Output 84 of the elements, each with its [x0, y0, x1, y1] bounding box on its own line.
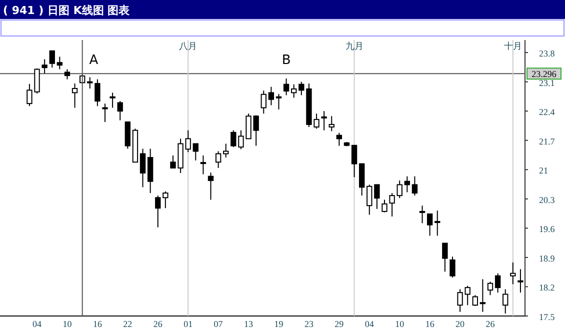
- x-tick-label: 16: [425, 319, 435, 329]
- candlestick: [155, 195, 161, 228]
- candlestick: [404, 176, 410, 193]
- candlestick: [283, 78, 290, 96]
- candlestick: [268, 86, 274, 106]
- x-tick-label: 26: [153, 319, 163, 329]
- x-tick-label: 13: [244, 319, 254, 329]
- annotation: B: [282, 53, 291, 68]
- x-tick-label: 10: [62, 319, 72, 329]
- candlestick: [200, 154, 206, 175]
- x-tick-label: 26: [486, 319, 496, 329]
- candlestick: [87, 76, 93, 90]
- candlestick: [374, 184, 380, 210]
- candlestick: [502, 288, 508, 314]
- candlestick: [223, 143, 229, 158]
- y-tick-label: 20.3: [539, 194, 556, 205]
- x-tick-label: 22: [123, 319, 132, 329]
- y-tick-label: 21.7: [539, 136, 556, 146]
- candlestick: [291, 84, 297, 98]
- chart-title: ( 941 ) 日图 K线图 图表: [3, 4, 131, 17]
- candlestick: [94, 78, 100, 107]
- candlestick: [147, 148, 154, 194]
- ref-line-label: 23.296: [532, 69, 557, 80]
- candlestick: [494, 272, 501, 294]
- candlestick: [434, 210, 440, 236]
- y-tick-label: 22.4: [539, 107, 556, 118]
- annotation: A: [89, 53, 98, 68]
- candlestick: [472, 294, 478, 306]
- candlestick: [426, 213, 433, 236]
- y-tick-label: 18.9: [539, 253, 556, 264]
- candlestick: [192, 143, 198, 161]
- x-tick-label: 29: [334, 319, 344, 329]
- x-tick-label: 04: [364, 319, 374, 329]
- candlestick: [510, 262, 516, 285]
- x-tick-label: 10: [395, 319, 405, 329]
- x-tick-label: 04: [32, 319, 42, 329]
- candlestick: [260, 90, 266, 114]
- y-tick-label: 18.2: [539, 282, 555, 293]
- y-tick-label: 19.6: [539, 224, 556, 234]
- y-tick-label: 21: [539, 166, 548, 176]
- candlestick: [56, 56, 63, 70]
- y-tick-label: 17.5: [539, 312, 556, 322]
- candlestick: [396, 180, 402, 199]
- candlestick: [351, 144, 358, 178]
- x-tick-label: 01: [184, 319, 193, 329]
- candlestick: [328, 116, 334, 132]
- candlestick: [162, 190, 168, 209]
- y-tick-label: 23.8: [539, 48, 556, 59]
- candlestick: [358, 163, 365, 196]
- x-tick-label: 20: [456, 319, 466, 329]
- candlestick: [276, 93, 282, 110]
- x-tick-label: 23: [304, 319, 314, 329]
- annotation: 十月: [504, 41, 522, 52]
- candlestick: [140, 148, 146, 188]
- annotation: 九月: [345, 41, 364, 52]
- x-tick-label: 16: [92, 319, 102, 329]
- candlestick: [487, 281, 494, 296]
- candlestick: [185, 130, 191, 153]
- candlestick: [102, 103, 108, 122]
- candlestick: [480, 278, 486, 312]
- candlestick: [117, 100, 123, 121]
- candlestick: [49, 50, 55, 68]
- candlestick: [110, 92, 116, 108]
- y-tick-label: 23.1: [539, 78, 555, 88]
- candlestick: [389, 192, 395, 217]
- x-tick-label: 19: [274, 319, 284, 329]
- candlestick: [366, 184, 372, 216]
- candlestick: [321, 110, 327, 131]
- candlestick: [518, 268, 524, 294]
- x-tick-label: 07: [214, 319, 224, 329]
- candlestick: [450, 256, 456, 278]
- candlestick: [442, 242, 448, 272]
- annotation: 八月: [179, 41, 198, 52]
- candlestick: [215, 150, 222, 168]
- candlestick: [124, 121, 131, 150]
- candlestick: [412, 176, 418, 196]
- candlestick: [336, 132, 342, 146]
- candlestick: [298, 81, 304, 96]
- candlestick: [382, 199, 388, 213]
- candlestick: [419, 205, 426, 224]
- candlestick: [64, 68, 70, 80]
- candlestick: [72, 82, 78, 108]
- candlestick: [42, 58, 48, 74]
- candlestick: [208, 172, 214, 200]
